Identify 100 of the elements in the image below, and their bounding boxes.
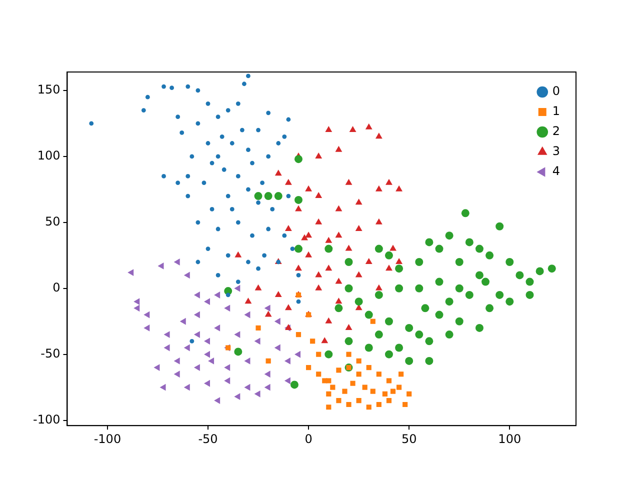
point [315, 218, 322, 224]
point [256, 325, 261, 331]
point [174, 357, 180, 364]
point [224, 364, 230, 372]
point [234, 331, 240, 338]
point [234, 284, 240, 292]
x-tick-label: -100 [94, 432, 122, 446]
point [234, 393, 240, 400]
point [284, 304, 292, 310]
point [335, 278, 342, 284]
point [274, 170, 282, 176]
point [346, 402, 352, 408]
point [325, 317, 332, 324]
point [345, 324, 352, 330]
point [370, 318, 376, 324]
x-tick-label: 50 [401, 432, 417, 446]
point [194, 292, 200, 298]
point [335, 205, 342, 212]
point [164, 344, 170, 352]
point [310, 338, 316, 344]
point [264, 370, 270, 378]
point [306, 365, 312, 370]
legend-label: 0 [552, 84, 560, 98]
y-tick-label: 50 [44, 214, 60, 229]
point [406, 391, 412, 396]
point [164, 331, 170, 338]
point [204, 298, 210, 306]
point [390, 388, 396, 394]
point [365, 258, 372, 264]
point [350, 380, 356, 386]
point [305, 232, 312, 238]
point [330, 384, 336, 390]
point [134, 304, 140, 312]
point [335, 146, 342, 152]
point [266, 358, 271, 364]
point [355, 198, 362, 205]
point [274, 290, 282, 297]
point [336, 398, 342, 404]
point [370, 388, 376, 394]
point [264, 310, 272, 317]
point [224, 377, 230, 384]
point [375, 218, 382, 224]
x-tick-label: 0 [304, 432, 312, 446]
point [382, 391, 388, 396]
y-tick-label: 150 [37, 82, 60, 97]
point [375, 185, 382, 192]
point [296, 332, 302, 338]
x-tick-label: 100 [498, 432, 522, 446]
point [204, 338, 210, 345]
point [386, 378, 392, 384]
point [375, 284, 382, 290]
y-tick-label: -100 [33, 412, 60, 426]
point [204, 350, 210, 358]
point [315, 271, 322, 278]
point [284, 178, 292, 185]
point [180, 318, 186, 325]
point [264, 304, 270, 312]
y-tick-label: 0 [52, 280, 60, 295]
point [356, 398, 362, 404]
legend-label: 2 [552, 124, 560, 138]
point [356, 358, 362, 364]
point [362, 384, 368, 390]
point [365, 123, 372, 130]
point [376, 372, 382, 377]
point [254, 284, 262, 290]
point [244, 357, 250, 364]
point [294, 350, 300, 358]
point [128, 269, 134, 276]
point [274, 318, 280, 325]
point [284, 357, 290, 364]
point [342, 388, 348, 394]
point [316, 372, 322, 377]
point [174, 258, 180, 266]
point [325, 236, 332, 243]
point [264, 384, 270, 391]
point [184, 272, 190, 279]
point [315, 284, 322, 290]
point [386, 264, 392, 271]
point [244, 384, 250, 391]
point [284, 225, 292, 232]
point [355, 225, 362, 232]
point [244, 298, 252, 304]
point [295, 264, 302, 271]
point [366, 365, 372, 370]
point [214, 397, 220, 404]
point [295, 205, 302, 212]
y-tick-label: -50 [40, 346, 60, 360]
legend-label: 4 [552, 164, 560, 178]
point [355, 271, 362, 278]
y-tick-label: 100 [37, 148, 60, 163]
point [244, 311, 250, 318]
point [254, 390, 260, 398]
point [204, 380, 210, 387]
point [356, 372, 362, 377]
point [214, 292, 220, 298]
point [346, 352, 352, 357]
point [335, 232, 342, 238]
point [349, 126, 356, 132]
point [316, 352, 322, 357]
point [366, 404, 372, 410]
